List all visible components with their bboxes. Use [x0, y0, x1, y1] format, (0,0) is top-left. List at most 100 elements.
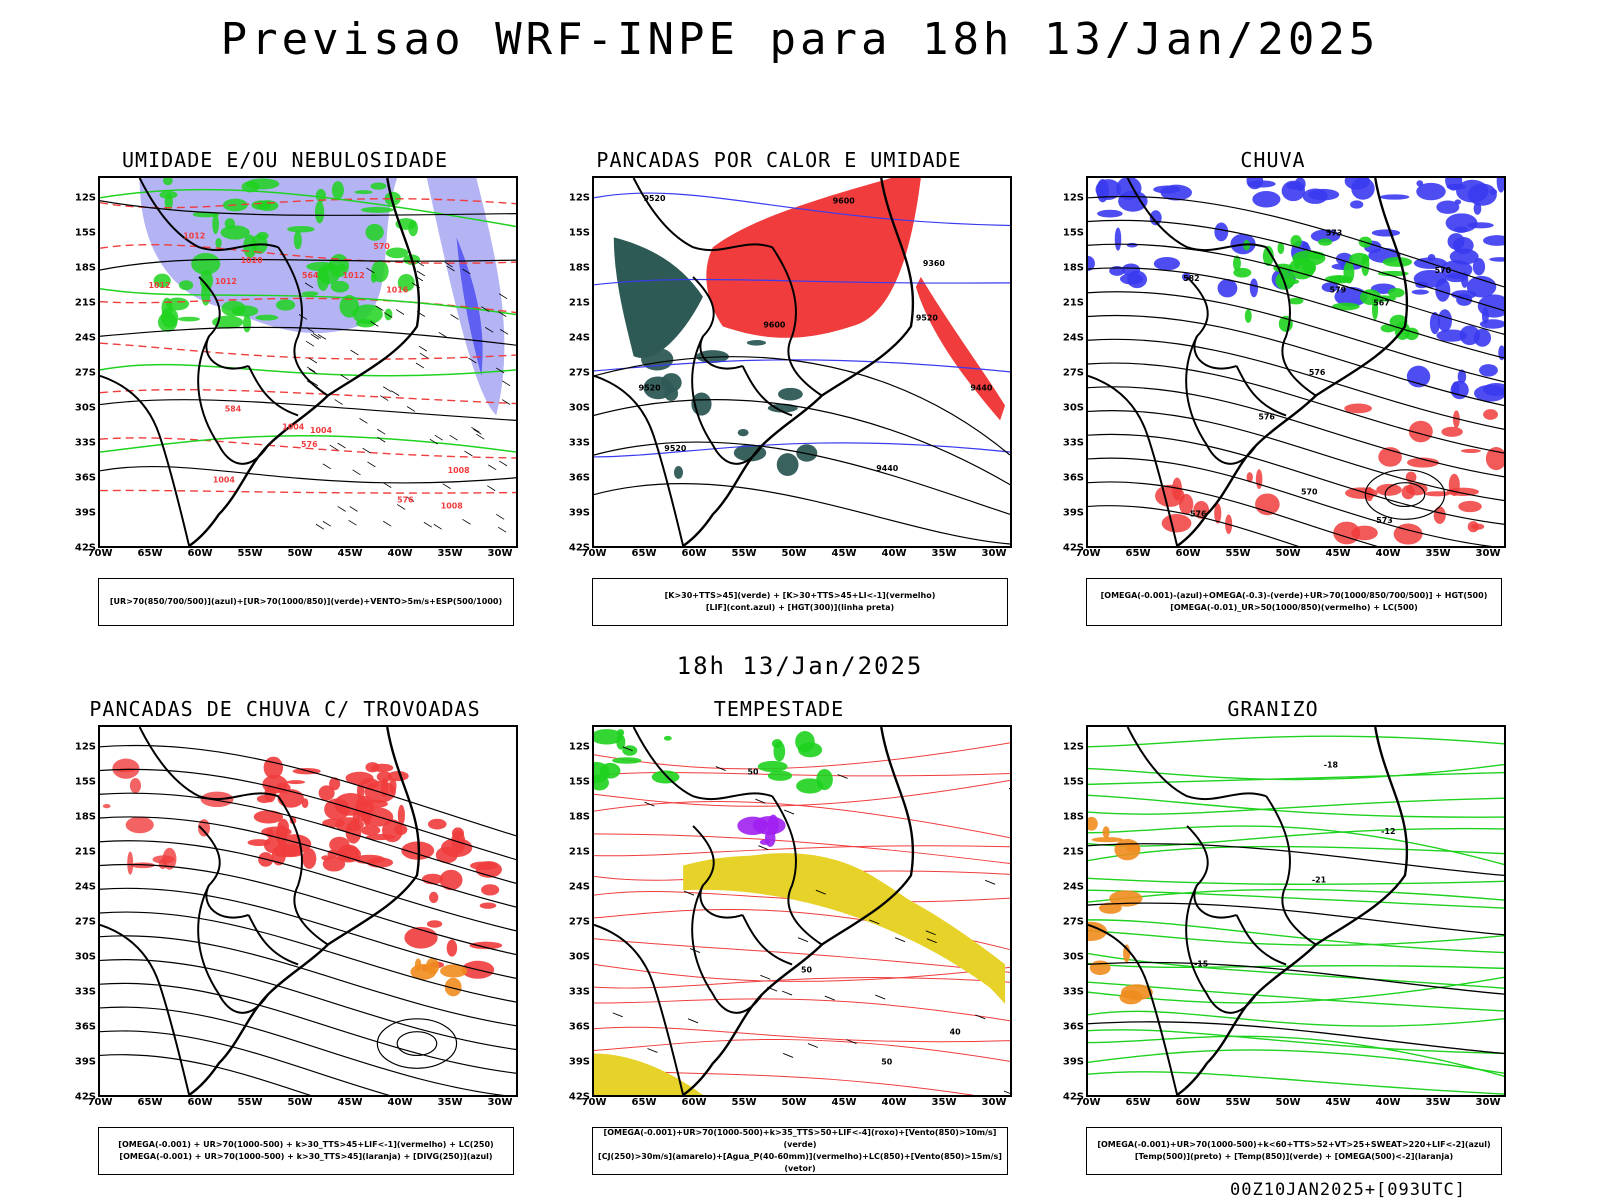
humidity-area-green [385, 247, 409, 259]
wind-vector [305, 340, 315, 347]
thickness-contour [100, 388, 516, 405]
omega-area-blue [1427, 253, 1436, 262]
coastline [1176, 727, 1409, 1095]
longitude-tick-label: 30W [487, 548, 513, 559]
coastline [1176, 178, 1409, 546]
latitude-tick-label: 27S [1062, 916, 1084, 928]
omega-area-green [1389, 314, 1408, 329]
legend-line: [OMEGA(-0.001)-(azul)+OMEGA(-0.3)-(verde… [1100, 591, 1488, 600]
streamline [1088, 433, 1504, 525]
longitude-tick-label: 50W [1275, 1097, 1301, 1108]
wind-vector [894, 937, 906, 943]
lifted-index-contour [594, 359, 1010, 373]
omega-area-blue [1119, 273, 1144, 285]
omega-area-green [1349, 252, 1370, 265]
omega-area-green [1318, 238, 1333, 246]
country-border [1088, 374, 1179, 546]
contour-value-label: 576 [1309, 368, 1326, 377]
coastline [188, 178, 421, 546]
longitude-tick-label: 35W [931, 1097, 957, 1108]
convection-area-green [796, 444, 818, 462]
omega-area-blue [1114, 227, 1122, 251]
latitude-axis: 12S 15S 18S 21S 24S 27S 30S 33S 36S 39S 42S [554, 725, 590, 1103]
precipitable-water-contour [594, 977, 1010, 989]
omega-area-blue [1321, 282, 1339, 293]
country-border [247, 365, 299, 417]
precipitable-water-contour [594, 833, 1010, 865]
wind-vector [767, 986, 778, 992]
wind-vector [824, 995, 835, 1001]
longitude-tick-label: 55W [1225, 1097, 1251, 1108]
wind-vector [498, 293, 508, 300]
latitude-tick-label: 21S [568, 846, 590, 858]
legend-line: [OMEGA(-0.001) + UR>70(1000-500) + k>30_… [118, 1140, 494, 1149]
wind-vector [309, 380, 319, 387]
wind-vector [612, 1012, 623, 1018]
humidity-area-green [315, 188, 326, 203]
humidity-area-green [339, 295, 360, 318]
omega-area-blue [1461, 271, 1469, 288]
severe-storm-area-purple [737, 816, 769, 836]
longitude-tick-label: 65W [631, 1097, 657, 1108]
latitude-tick-label: 24S [1062, 881, 1084, 893]
temperature-850-contour [1088, 1035, 1504, 1077]
longitude-tick-label: 65W [137, 548, 163, 559]
country-border [741, 914, 793, 966]
omega-area-green [1262, 245, 1274, 267]
country-border [1235, 365, 1287, 417]
rain-area-red [1483, 409, 1498, 420]
panel-title: PANCADAS POR CALOR E UMIDADE [596, 148, 962, 172]
omega-area-blue [1483, 235, 1504, 246]
wind-vector [495, 367, 505, 374]
longitude-tick-label: 45W [1325, 548, 1351, 559]
omega-area-green [1277, 242, 1285, 255]
latitude-tick-label: 18S [1062, 262, 1084, 274]
wind-vector [782, 990, 793, 996]
temperature-850-contour [1088, 919, 1504, 954]
humidity-area-green [301, 291, 319, 296]
omega-area-blue [1379, 194, 1410, 200]
latitude-tick-label: 39S [568, 1056, 590, 1068]
temperature-850-contour [1088, 1029, 1504, 1055]
forecast-map: 9600 9520 9440 9520 9360 9440 9520 9600 9520 [592, 176, 1012, 548]
wind-vector [416, 270, 426, 277]
wind-vector [375, 305, 384, 311]
thunderstorm-area-red [387, 771, 409, 782]
wind-vector [815, 889, 826, 895]
longitude-tick-label: 30W [981, 1097, 1007, 1108]
contour-value-label: 1012 [149, 281, 171, 290]
longitude-tick-label: 60W [187, 1097, 213, 1108]
low-pressure-circulation [396, 1031, 438, 1057]
longitude-tick-label: 70W [87, 548, 113, 559]
country-border [771, 246, 823, 397]
wind-vector [497, 526, 507, 533]
pressure-contour [100, 465, 516, 484]
wind-vector [473, 428, 482, 435]
wind-vector [471, 426, 480, 433]
contour-value-label: 9520 [916, 313, 939, 322]
country-border [100, 923, 191, 1095]
temperature-850-contour [1088, 771, 1504, 786]
latitude-tick-label: 15S [74, 227, 96, 239]
wind-vector [846, 1039, 857, 1044]
precipitable-water-contour [594, 890, 1010, 903]
latitude-tick-label: 15S [1062, 227, 1084, 239]
longitude-tick-label: 45W [831, 1097, 857, 1108]
temperature-850-contour [1088, 889, 1504, 909]
country-border [1265, 795, 1317, 946]
omega-area-blue [1450, 380, 1469, 400]
country-border [100, 374, 191, 546]
latitude-tick-label: 30S [568, 402, 590, 414]
humidity-area-green [212, 213, 219, 235]
convection-area-green [613, 237, 703, 358]
panel-title: UMIDADE E/OU NEBULOSIDADE [121, 148, 449, 172]
humidity-area-blue [456, 237, 483, 376]
legend-line: [LIF](cont.azul) + [HGT(300)](linha pret… [705, 603, 895, 612]
omega-area-blue [1416, 180, 1424, 187]
contour-value-label: 570 [1301, 488, 1318, 497]
humidity-area-green [356, 318, 376, 328]
rain-area-red [1393, 523, 1423, 545]
wind-vector [442, 483, 451, 489]
convection-area-green [673, 465, 684, 479]
thunderstorm-area-red [125, 816, 154, 834]
